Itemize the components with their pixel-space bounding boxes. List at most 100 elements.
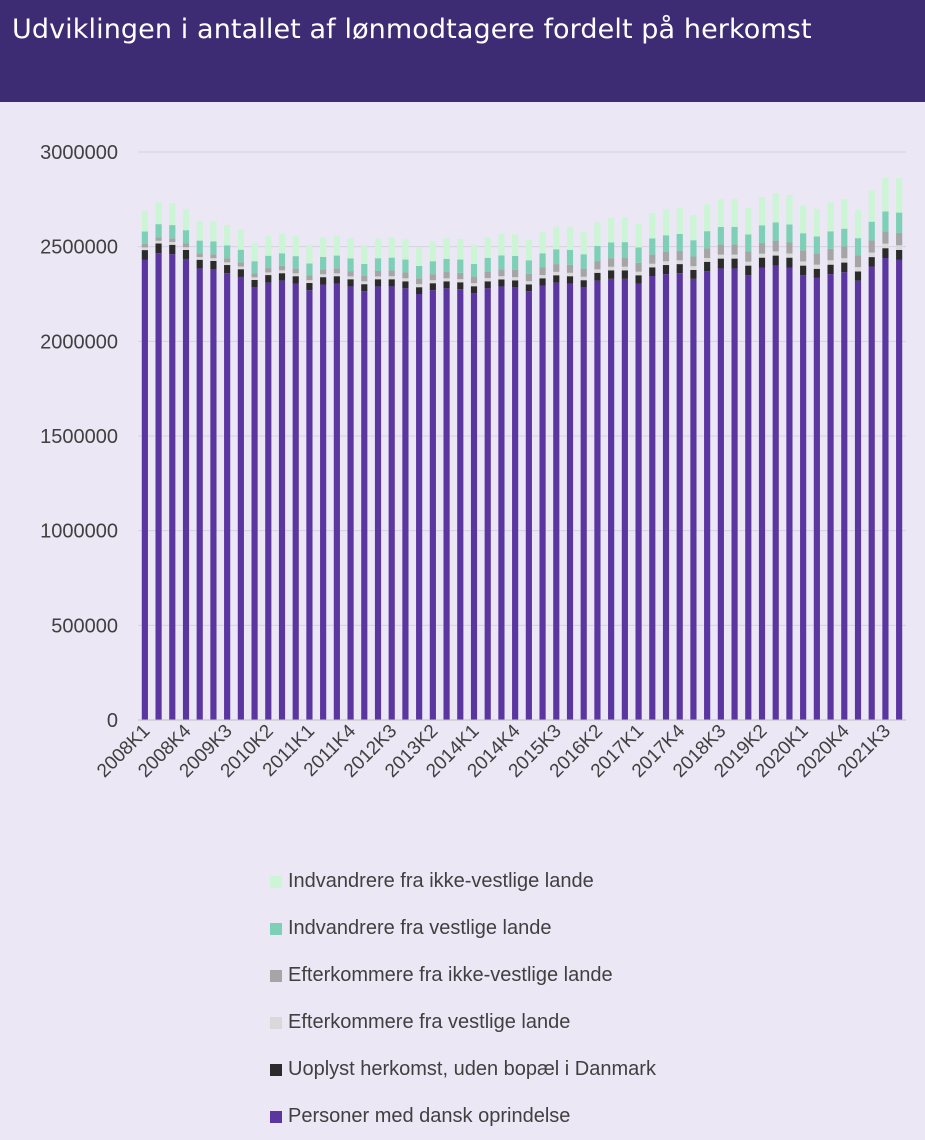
bar-segment xyxy=(182,249,190,259)
bar-segment xyxy=(868,266,875,720)
bar-segment xyxy=(320,269,327,275)
bar-segment xyxy=(525,291,532,720)
bar-segment xyxy=(169,203,176,226)
bar-segment xyxy=(827,202,834,232)
bar-segment xyxy=(813,208,820,237)
bar-segment xyxy=(758,197,766,226)
legend-label: Personer med dansk oprindelse xyxy=(288,1105,571,1127)
bar-segment xyxy=(224,245,231,259)
bar-segment xyxy=(484,271,491,279)
bar-segment xyxy=(868,240,875,253)
bar-segment xyxy=(512,280,519,288)
bar-segment xyxy=(182,208,190,231)
bar-segment xyxy=(237,262,244,267)
bar-segment xyxy=(608,270,615,279)
bar-segment xyxy=(498,279,505,287)
chart-header: Udviklingen i antallet af lønmodtagere f… xyxy=(0,0,925,102)
legend-label: Indvandrere fra vestlige lande xyxy=(288,917,552,939)
bar-segment xyxy=(608,258,615,267)
bar-segment xyxy=(347,258,354,272)
bar-segment xyxy=(333,283,340,720)
bar-segment xyxy=(717,258,724,269)
bar-segment xyxy=(704,248,711,259)
bar-segment xyxy=(813,253,820,265)
bar-segment xyxy=(758,253,766,258)
bar-segment xyxy=(251,242,258,262)
bar-segment xyxy=(169,238,176,243)
bar-segment xyxy=(333,255,340,269)
bar-segment xyxy=(265,236,272,256)
bar-segment xyxy=(210,260,217,270)
bar-segment xyxy=(484,278,491,282)
bar-segment xyxy=(210,269,217,720)
bar-segment xyxy=(786,242,793,254)
bar-segment xyxy=(320,237,327,257)
bar-segment xyxy=(772,265,779,720)
bar-segment xyxy=(484,237,491,258)
bar-segment xyxy=(210,221,217,242)
bar-segment xyxy=(306,275,313,281)
bar-segment xyxy=(882,231,889,244)
bar-segment xyxy=(525,239,532,261)
bar-segment xyxy=(800,265,807,276)
bar-segment xyxy=(237,276,244,720)
bar-segment xyxy=(786,267,793,720)
bar-segment xyxy=(457,282,464,290)
bar-segment xyxy=(896,212,903,233)
bar-segment xyxy=(594,269,601,273)
bar-segment xyxy=(251,287,258,720)
bar-segment xyxy=(525,281,532,285)
bar-segment xyxy=(388,257,395,271)
bar-segment xyxy=(717,199,724,227)
bar-segment xyxy=(539,275,546,279)
legend-swatch xyxy=(270,1110,282,1123)
bar-segment xyxy=(553,271,560,276)
y-tick-label: 2000000 xyxy=(40,331,118,353)
bar-segment xyxy=(374,270,382,277)
bar-segment xyxy=(525,273,532,282)
bar-segment xyxy=(539,267,546,276)
bar-segment xyxy=(854,210,862,239)
bar-segment xyxy=(882,177,889,212)
bar-segment xyxy=(608,217,615,243)
bar-segment xyxy=(896,178,903,213)
bar-segment xyxy=(553,264,560,272)
bar-segment xyxy=(553,226,560,250)
legend-label: Indvandrere fra ikke-vestlige lande xyxy=(288,870,594,892)
chart-legend: Indvandrere fra ikke-vestlige lande Indva… xyxy=(270,858,656,1140)
bar-segment xyxy=(635,271,642,276)
bar-segment xyxy=(347,276,354,280)
bar-segment xyxy=(429,241,436,262)
bar-segment xyxy=(745,251,752,262)
bar-segment xyxy=(292,268,299,274)
bar-segment xyxy=(566,249,574,265)
bar-segment xyxy=(402,239,409,260)
bar-segment xyxy=(745,207,752,235)
bar-segment xyxy=(429,261,436,275)
bar-segment xyxy=(896,259,903,720)
bar-segment xyxy=(141,231,148,245)
legend-label: Uoplyst herkomst, uden bopæl i Danmark xyxy=(288,1058,656,1080)
bar-segment xyxy=(443,281,450,289)
bar-segment xyxy=(539,285,546,720)
bar-segment xyxy=(882,211,889,232)
bar-segment xyxy=(155,237,162,241)
bar-segment xyxy=(265,282,272,720)
bar-segment xyxy=(896,249,903,260)
bar-segment xyxy=(649,213,656,239)
bar-segment xyxy=(758,257,766,268)
bar-segment xyxy=(498,255,505,270)
bar-segment xyxy=(320,256,327,270)
bar-segment xyxy=(498,269,505,277)
bar-segment xyxy=(594,261,601,270)
bar-segment xyxy=(649,263,656,268)
bar-segment xyxy=(580,280,587,288)
bar-segment xyxy=(553,282,560,720)
bar-segment xyxy=(800,250,807,262)
bar-segment xyxy=(621,270,628,279)
bar-segment xyxy=(278,253,286,266)
bar-segment xyxy=(827,264,834,275)
bar-segment xyxy=(635,223,642,248)
bar-segment xyxy=(292,273,299,277)
bar-segment xyxy=(594,272,601,281)
